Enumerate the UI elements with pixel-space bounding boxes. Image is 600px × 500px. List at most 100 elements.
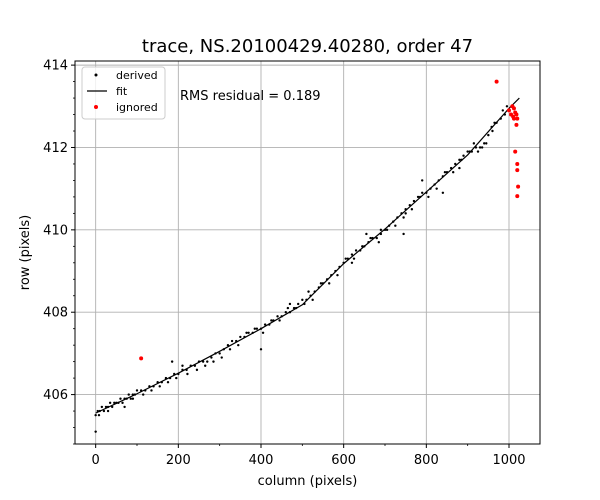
y-tick-label: 414 bbox=[43, 59, 68, 74]
derived-point bbox=[365, 232, 368, 236]
derived-point bbox=[400, 212, 403, 215]
derived-point bbox=[243, 335, 246, 339]
derived-point bbox=[166, 381, 170, 384]
derived-point bbox=[294, 306, 298, 310]
derived-point bbox=[501, 109, 504, 112]
derived-point bbox=[150, 389, 153, 392]
derived-point bbox=[156, 381, 159, 384]
derived-point bbox=[392, 220, 395, 223]
y-tick-label: 408 bbox=[43, 306, 68, 321]
derived-point bbox=[416, 195, 420, 199]
derived-point bbox=[412, 199, 416, 203]
derived-point bbox=[460, 158, 463, 162]
derived-point bbox=[474, 146, 478, 149]
derived-point bbox=[490, 125, 493, 129]
derived-point bbox=[330, 273, 333, 277]
derived-point bbox=[164, 376, 168, 380]
derived-point bbox=[96, 409, 99, 413]
derived-point bbox=[268, 323, 271, 326]
derived-point bbox=[168, 376, 172, 380]
derived-point bbox=[129, 397, 132, 400]
derived-point bbox=[466, 150, 469, 153]
ignored-point bbox=[511, 106, 516, 111]
x-tick-label: 200 bbox=[166, 453, 191, 468]
derived-point bbox=[170, 360, 174, 363]
ignored-point bbox=[494, 79, 499, 84]
derived-point bbox=[404, 212, 407, 215]
derived-point bbox=[142, 393, 145, 396]
derived-point bbox=[158, 385, 161, 388]
derived-point bbox=[263, 323, 267, 326]
ignored-point bbox=[515, 194, 520, 199]
derived-point bbox=[383, 228, 387, 232]
derived-point bbox=[206, 360, 209, 363]
derived-point bbox=[272, 319, 275, 322]
derived-point bbox=[483, 142, 486, 145]
derived-point bbox=[443, 170, 447, 174]
derived-point bbox=[505, 105, 509, 108]
derived-point bbox=[160, 381, 163, 384]
derived-point bbox=[445, 170, 449, 174]
legend-box bbox=[81, 66, 166, 120]
derived-point bbox=[204, 364, 207, 367]
derived-point bbox=[175, 376, 178, 380]
derived-point bbox=[485, 142, 488, 145]
derived-point bbox=[472, 142, 476, 145]
y-axis-label: row (pixels) bbox=[18, 215, 33, 290]
derived-point bbox=[334, 269, 337, 273]
derived-point bbox=[119, 397, 122, 400]
derived-point bbox=[328, 282, 331, 285]
derived-point bbox=[133, 393, 137, 396]
derived-point bbox=[104, 405, 108, 409]
legend-derived-label: derived bbox=[116, 69, 158, 82]
derived-point bbox=[186, 372, 189, 376]
derived-point bbox=[195, 368, 199, 372]
derived-point bbox=[270, 319, 273, 322]
derived-point bbox=[402, 232, 405, 236]
derived-point bbox=[491, 129, 494, 133]
ignored-point bbox=[507, 108, 511, 113]
derived-point bbox=[441, 191, 445, 194]
derived-point bbox=[478, 146, 482, 149]
derived-point bbox=[193, 364, 197, 367]
derived-point bbox=[487, 133, 490, 137]
derived-point bbox=[503, 113, 507, 116]
derived-point bbox=[251, 331, 254, 335]
derived-point bbox=[425, 191, 428, 194]
ignored-point bbox=[515, 161, 520, 166]
derived-point bbox=[458, 166, 461, 170]
derived-point bbox=[235, 339, 238, 343]
x-axis-label: column (pixels) bbox=[258, 474, 358, 489]
derived-point bbox=[113, 401, 116, 405]
derived-point bbox=[123, 397, 126, 400]
derived-point bbox=[111, 405, 114, 409]
derived-point bbox=[292, 306, 296, 310]
derived-point bbox=[342, 261, 345, 264]
legend-ignored-marker bbox=[94, 105, 98, 109]
derived-point bbox=[344, 257, 347, 260]
derived-point bbox=[437, 179, 440, 182]
derived-point bbox=[359, 249, 362, 252]
derived-point bbox=[185, 368, 188, 372]
derived-point bbox=[288, 311, 292, 314]
grid-lines bbox=[75, 61, 540, 444]
ignored-point bbox=[514, 112, 519, 117]
derived-point bbox=[98, 409, 102, 413]
derived-point bbox=[222, 348, 225, 351]
derived-point bbox=[261, 331, 265, 335]
derived-point bbox=[131, 393, 135, 396]
derived-point bbox=[117, 401, 120, 405]
derived-point bbox=[421, 179, 424, 182]
derived-point bbox=[144, 389, 147, 392]
derived-point bbox=[135, 389, 139, 392]
derived-point bbox=[421, 191, 424, 194]
derived-point bbox=[336, 273, 339, 277]
derived-point bbox=[313, 290, 316, 293]
derived-point bbox=[301, 298, 304, 302]
derived-point bbox=[181, 364, 184, 367]
derived-point bbox=[139, 389, 143, 392]
y-tick-label: 406 bbox=[43, 388, 68, 403]
derived-point bbox=[276, 315, 279, 318]
derived-point bbox=[253, 327, 256, 330]
